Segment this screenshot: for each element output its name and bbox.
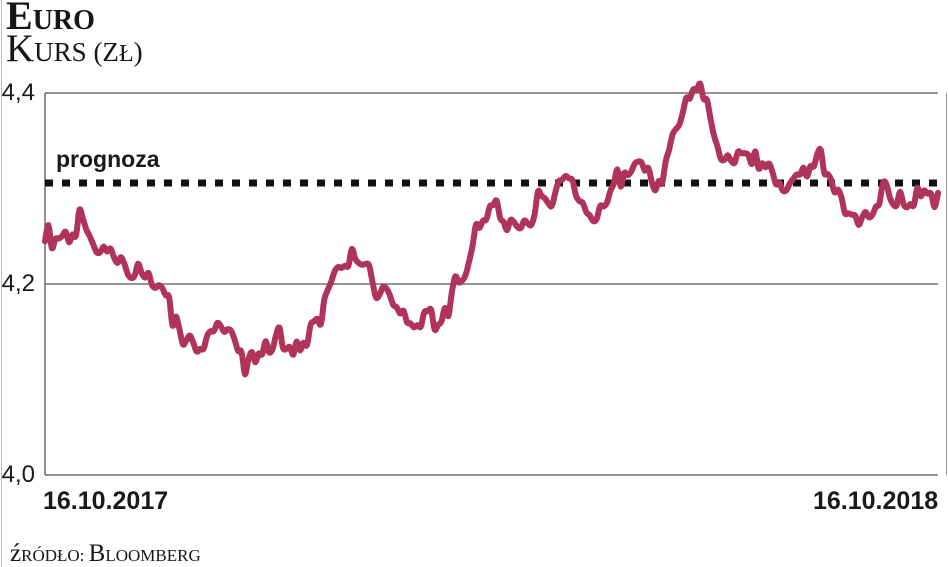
svg-text:4,0: 4,0	[2, 461, 35, 488]
svg-text:16.10.2017: 16.10.2017	[43, 487, 168, 515]
svg-text:16.10.2018: 16.10.2018	[813, 487, 938, 515]
svg-text:4,4: 4,4	[2, 79, 35, 106]
svg-text:prognoza: prognoza	[56, 146, 160, 172]
svg-text:4,2: 4,2	[2, 270, 35, 297]
